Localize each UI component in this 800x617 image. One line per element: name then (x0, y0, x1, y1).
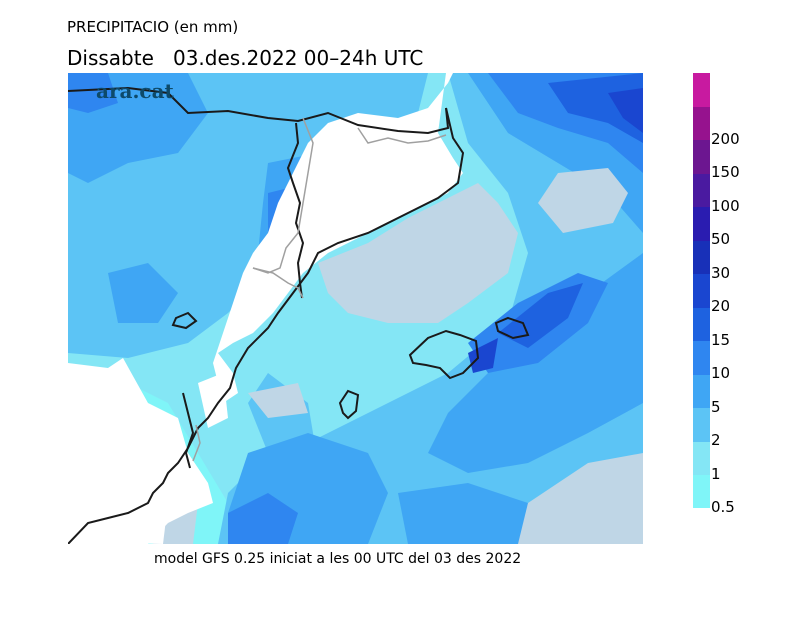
sea-no-precip (518, 453, 643, 544)
sea-no-precip (318, 183, 518, 323)
precipitation-map (68, 73, 643, 544)
precip-band-5 (398, 483, 538, 544)
legend-swatch (693, 407, 710, 442)
map-title: PRECIPITACIO (en mm) (67, 18, 239, 36)
precip-band-10 (68, 73, 118, 113)
precip-band-10 (228, 493, 298, 544)
ara-cat-logo: ara.cat (96, 79, 174, 103)
legend-swatch (693, 340, 710, 375)
precipitation-legend (693, 73, 710, 509)
sea-no-precip (538, 168, 628, 233)
legend-swatch (693, 73, 710, 107)
legend-swatch (693, 307, 710, 342)
legend-swatch (693, 173, 710, 208)
legend-swatch (693, 106, 710, 141)
legend-swatch (693, 139, 710, 174)
legend-label: 50 (711, 230, 731, 249)
land-no-precip (198, 373, 228, 428)
legend-label: 20 (711, 297, 731, 316)
land-no-precip (213, 73, 463, 403)
legend-label: 0.5 (711, 498, 735, 516)
precip-band-20 (608, 88, 643, 133)
precip-band-20 (468, 338, 498, 373)
precip-band-5 (108, 263, 178, 323)
legend-swatch (693, 273, 710, 308)
legend-label: 10 (711, 364, 731, 383)
legend-label: 1 (711, 464, 721, 483)
legend-label: 100 (711, 196, 740, 215)
legend-label: 200 (711, 129, 740, 148)
map-subtitle-date: Dissabte 03.des.2022 00–24h UTC (67, 46, 424, 70)
legend-label: 150 (711, 163, 740, 182)
legend-swatch (693, 240, 710, 275)
legend-label: 5 (711, 397, 721, 416)
coastline (68, 86, 530, 544)
precip-band-15 (498, 283, 583, 348)
model-info-footer: model GFS 0.25 iniciat a les 00 UTC del … (154, 551, 522, 567)
legend-swatch (693, 206, 710, 241)
border (192, 117, 447, 462)
land-outside-domain (68, 358, 213, 544)
legend-label: 15 (711, 330, 731, 349)
legend-swatch (693, 374, 710, 409)
legend-swatch (693, 441, 710, 476)
legend-swatch (693, 474, 710, 509)
sea-no-precip (248, 383, 308, 418)
legend-label: 2 (711, 431, 721, 450)
legend-label: 30 (711, 263, 731, 282)
precip-band-15 (548, 73, 643, 143)
